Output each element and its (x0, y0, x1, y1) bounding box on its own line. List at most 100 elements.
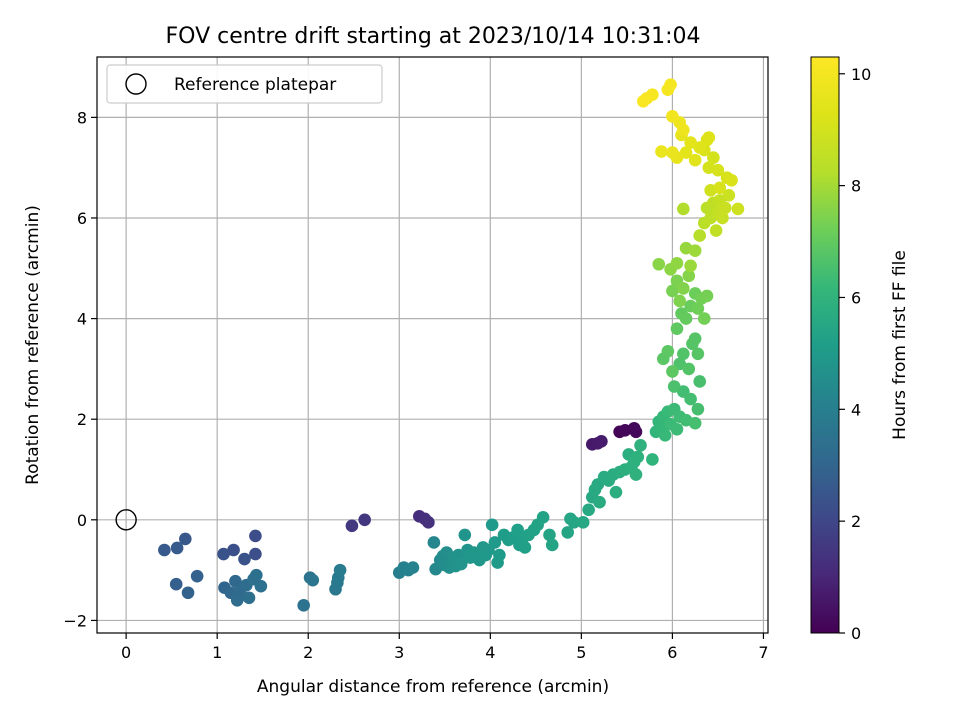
data-point (493, 548, 506, 562)
data-point (567, 516, 581, 529)
data-point (249, 547, 262, 561)
grid (97, 57, 768, 633)
x-tick-label: 2 (303, 643, 313, 662)
data-point (666, 365, 679, 378)
data-point (677, 202, 690, 216)
data-point (561, 526, 575, 539)
data-point (691, 302, 705, 315)
data-point (306, 573, 320, 587)
data-point (722, 189, 736, 202)
data-point (485, 518, 499, 532)
data-point (709, 224, 723, 237)
legend-box (106, 64, 383, 104)
data-point (718, 201, 732, 215)
data-point (693, 229, 707, 242)
data-point (518, 541, 532, 554)
data-point (658, 428, 672, 442)
data-point (179, 532, 192, 546)
data-point (297, 599, 310, 612)
data-point (217, 547, 230, 561)
data-point (406, 561, 420, 574)
x-axis-label: Angular distance from reference (arcmin) (257, 677, 609, 697)
data-point (677, 282, 690, 295)
data-point (582, 503, 595, 517)
data-point (716, 211, 729, 225)
legend: Reference platepar (106, 64, 383, 104)
colorbar-gradient (810, 56, 840, 634)
data-point (229, 574, 242, 588)
data-point (688, 332, 702, 346)
reference-platepar-marker (115, 509, 137, 531)
data-point (249, 529, 262, 543)
colorbar-tick-label: 6 (851, 288, 861, 307)
data-point (169, 577, 183, 591)
data-point (543, 528, 556, 542)
data-point (700, 289, 714, 303)
colorbar-tick-label: 2 (851, 512, 861, 531)
y-tick-label: 6 (77, 209, 87, 228)
data-point (677, 123, 690, 137)
data-point (158, 543, 171, 557)
colorbar: 0 2 4 6 8 10 Hours from first FF file (810, 56, 910, 643)
data-point (634, 439, 647, 452)
colorbar-tick-label: 8 (851, 177, 861, 196)
data-point (545, 538, 559, 552)
reference-marker-group (115, 509, 137, 531)
data-point (345, 519, 359, 533)
chart-title: FOV centre drift starting at 2023/10/14 … (166, 24, 701, 49)
data-point (667, 380, 681, 393)
data-point (707, 151, 720, 164)
data-point (666, 146, 679, 159)
data-point (427, 536, 441, 549)
data-point (693, 375, 707, 388)
data-point (238, 552, 251, 566)
data-point (422, 516, 435, 529)
data-point (488, 536, 502, 549)
data-point (691, 402, 705, 416)
data-point (670, 422, 684, 436)
data-point (609, 485, 623, 499)
x-tick-label: 3 (394, 643, 404, 662)
data-point (227, 543, 240, 557)
data-point (595, 435, 608, 448)
data-point (652, 257, 666, 271)
x-tick-label: 1 (212, 643, 222, 662)
data-point (677, 347, 690, 361)
data-point (655, 145, 668, 158)
y-tick-label: −2 (63, 611, 87, 630)
data-point (713, 181, 727, 195)
data-point (458, 528, 472, 542)
data-point (254, 579, 268, 593)
data-point (702, 131, 716, 144)
data-point (170, 541, 184, 555)
x-axis: 0 1 2 3 4 5 6 7 (121, 633, 769, 662)
data-point (631, 450, 645, 464)
data-point (230, 594, 244, 607)
data-point (666, 110, 679, 123)
scatter-points (158, 78, 745, 612)
data-point (576, 516, 590, 529)
y-axis: −2 0 2 4 6 8 (63, 108, 97, 630)
data-point (454, 557, 468, 571)
data-point (688, 416, 702, 430)
data-point (661, 344, 675, 358)
colorbar-tick-label: 0 (851, 624, 861, 643)
data-point (629, 425, 643, 439)
data-point (670, 322, 684, 335)
y-tick-label: 0 (77, 511, 87, 530)
colorbar-ticks: 0 2 4 6 8 10 (839, 65, 871, 643)
data-point (670, 256, 684, 270)
data-point (684, 392, 697, 406)
data-point (664, 78, 677, 91)
data-point (190, 569, 204, 583)
y-axis-label: Rotation from reference (arcmin) (23, 205, 43, 485)
data-point (688, 244, 702, 257)
data-point (636, 94, 650, 108)
data-point (593, 495, 606, 509)
data-point (725, 173, 738, 187)
y-tick-label: 8 (77, 108, 87, 127)
data-point (684, 136, 697, 149)
data-point (711, 163, 725, 177)
data-point (629, 468, 643, 481)
colorbar-label: Hours from first FF file (890, 250, 910, 440)
